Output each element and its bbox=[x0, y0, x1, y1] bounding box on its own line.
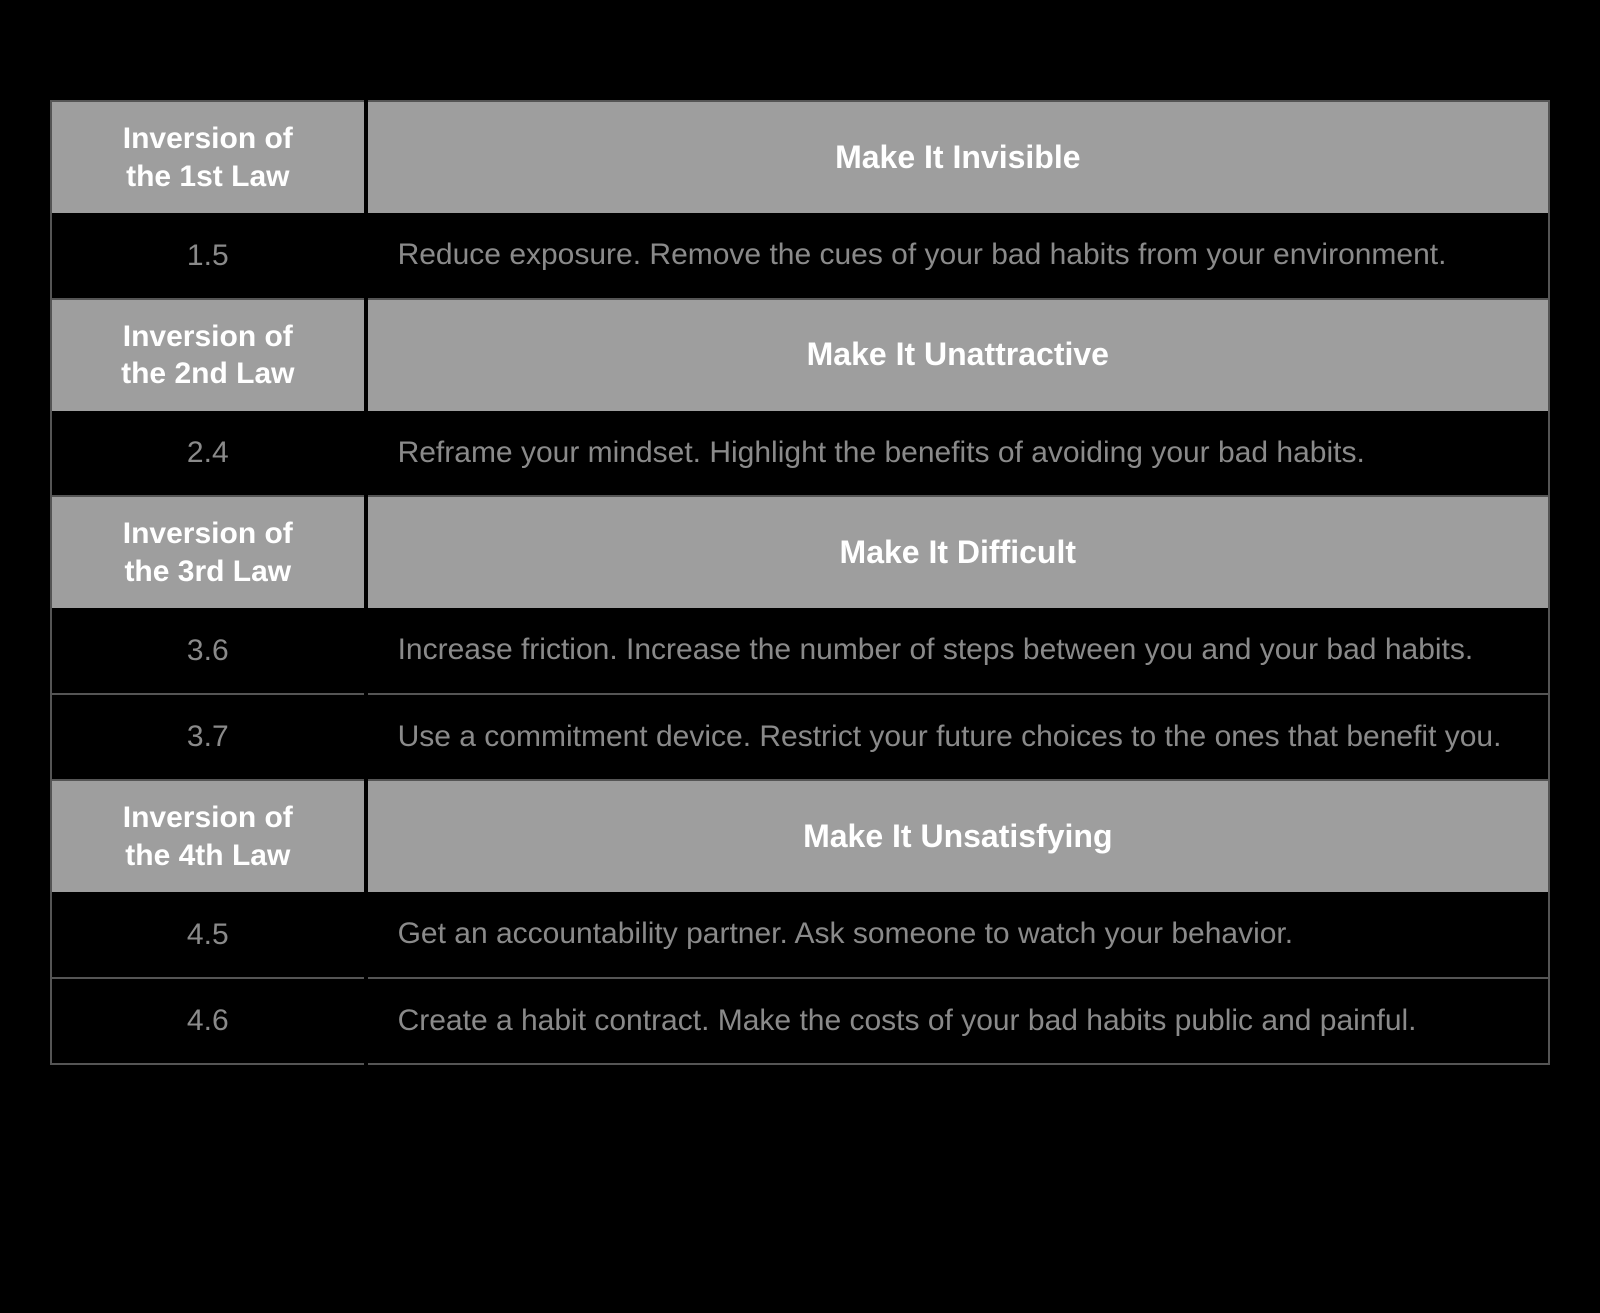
section-header-left: Inversion of the 2nd Law bbox=[51, 299, 366, 411]
section-header-left-line1: Inversion of bbox=[72, 120, 344, 158]
section-header-right: Make It Difficult bbox=[366, 496, 1549, 608]
row-number: 4.5 bbox=[51, 892, 366, 978]
section-header-left-line1: Inversion of bbox=[72, 515, 344, 553]
row-text: Get an accountability partner. Ask someo… bbox=[366, 892, 1549, 978]
row-text: Increase friction. Increase the number o… bbox=[366, 608, 1549, 694]
table-row: 4.5 Get an accountability partner. Ask s… bbox=[51, 892, 1549, 978]
section-header-row: Inversion of the 2nd Law Make It Unattra… bbox=[51, 299, 1549, 411]
table-row: 1.5 Reduce exposure. Remove the cues of … bbox=[51, 213, 1549, 299]
row-number: 2.4 bbox=[51, 411, 366, 497]
table-row: 3.7 Use a commitment device. Restrict yo… bbox=[51, 694, 1549, 781]
row-number: 4.6 bbox=[51, 978, 366, 1065]
row-text: Reframe your mindset. Highlight the bene… bbox=[366, 411, 1549, 497]
row-number: 3.6 bbox=[51, 608, 366, 694]
section-header-left: Inversion of the 4th Law bbox=[51, 780, 366, 892]
section-header-left-line2: the 4th Law bbox=[72, 837, 344, 875]
table-row: 3.6 Increase friction. Increase the numb… bbox=[51, 608, 1549, 694]
row-number: 3.7 bbox=[51, 694, 366, 781]
section-header-left-line1: Inversion of bbox=[72, 799, 344, 837]
section-header-row: Inversion of the 4th Law Make It Unsatis… bbox=[51, 780, 1549, 892]
section-header-left-line1: Inversion of bbox=[72, 318, 344, 356]
section-header-row: Inversion of the 1st Law Make It Invisib… bbox=[51, 101, 1549, 213]
section-header-left-line2: the 1st Law bbox=[72, 158, 344, 196]
section-header-right: Make It Unattractive bbox=[366, 299, 1549, 411]
row-text: Reduce exposure. Remove the cues of your… bbox=[366, 213, 1549, 299]
laws-inversion-table: Inversion of the 1st Law Make It Invisib… bbox=[50, 100, 1550, 1065]
table-row: 2.4 Reframe your mindset. Highlight the … bbox=[51, 411, 1549, 497]
section-header-right: Make It Invisible bbox=[366, 101, 1549, 213]
section-header-left: Inversion of the 1st Law bbox=[51, 101, 366, 213]
section-header-row: Inversion of the 3rd Law Make It Difficu… bbox=[51, 496, 1549, 608]
section-header-left: Inversion of the 3rd Law bbox=[51, 496, 366, 608]
section-header-left-line2: the 3rd Law bbox=[72, 553, 344, 591]
row-text: Create a habit contract. Make the costs … bbox=[366, 978, 1549, 1065]
section-header-left-line2: the 2nd Law bbox=[72, 355, 344, 393]
row-text: Use a commitment device. Restrict your f… bbox=[366, 694, 1549, 781]
section-header-right: Make It Unsatisfying bbox=[366, 780, 1549, 892]
table-row: 4.6 Create a habit contract. Make the co… bbox=[51, 978, 1549, 1065]
row-number: 1.5 bbox=[51, 213, 366, 299]
